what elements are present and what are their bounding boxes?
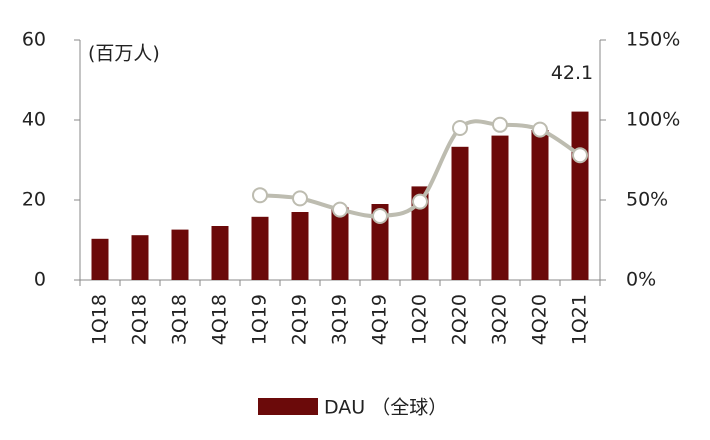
bar [91, 238, 109, 280]
line-point [572, 147, 588, 164]
line-point [292, 190, 308, 207]
bar [131, 235, 149, 280]
y-tick-label: 20 [22, 189, 46, 211]
x-tick-label: 2Q20 [449, 294, 471, 345]
legend-label: DAU （全球） [324, 397, 447, 419]
y-tick-label: 60 [22, 29, 46, 51]
line-point [412, 193, 428, 210]
line-point [252, 187, 268, 204]
x-tick-label: 2Q18 [129, 294, 151, 345]
bar [211, 226, 229, 280]
line-point [332, 201, 348, 218]
legend-swatch [258, 398, 318, 415]
y2-tick-label: 100% [626, 109, 680, 131]
x-tick-label: 2Q19 [289, 294, 311, 345]
y-tick-label: 0 [34, 269, 46, 291]
data-label: 42.1 [551, 62, 593, 84]
x-tick-label: 4Q18 [209, 294, 231, 345]
x-tick-label: 4Q20 [529, 294, 551, 345]
bar [291, 212, 309, 280]
x-tick-label: 1Q21 [569, 294, 591, 345]
unit-annotation: (百万人) [88, 43, 160, 65]
y2-tick-label: 50% [626, 189, 668, 211]
x-tick-label: 3Q18 [169, 294, 191, 345]
bar [251, 216, 269, 280]
bar [451, 146, 469, 280]
x-tick-label: 1Q20 [409, 294, 431, 345]
line-point [492, 116, 508, 133]
line-point [372, 208, 388, 224]
x-tick-label: 3Q20 [489, 294, 511, 345]
bar [491, 135, 509, 280]
bar [171, 229, 189, 280]
bar [371, 204, 389, 280]
bar [411, 186, 429, 280]
x-tick-label: 4Q19 [369, 294, 391, 345]
x-tick-label: 1Q18 [89, 294, 111, 345]
y2-tick-label: 150% [626, 29, 680, 51]
bar [531, 130, 549, 280]
y-tick-label: 40 [22, 109, 46, 131]
line-point [532, 121, 548, 138]
bar [571, 111, 589, 280]
bar [331, 207, 349, 280]
line-point [452, 120, 468, 136]
y2-tick-label: 0% [626, 269, 656, 291]
x-tick-label: 3Q19 [329, 294, 351, 345]
x-tick-label: 1Q19 [249, 294, 271, 345]
